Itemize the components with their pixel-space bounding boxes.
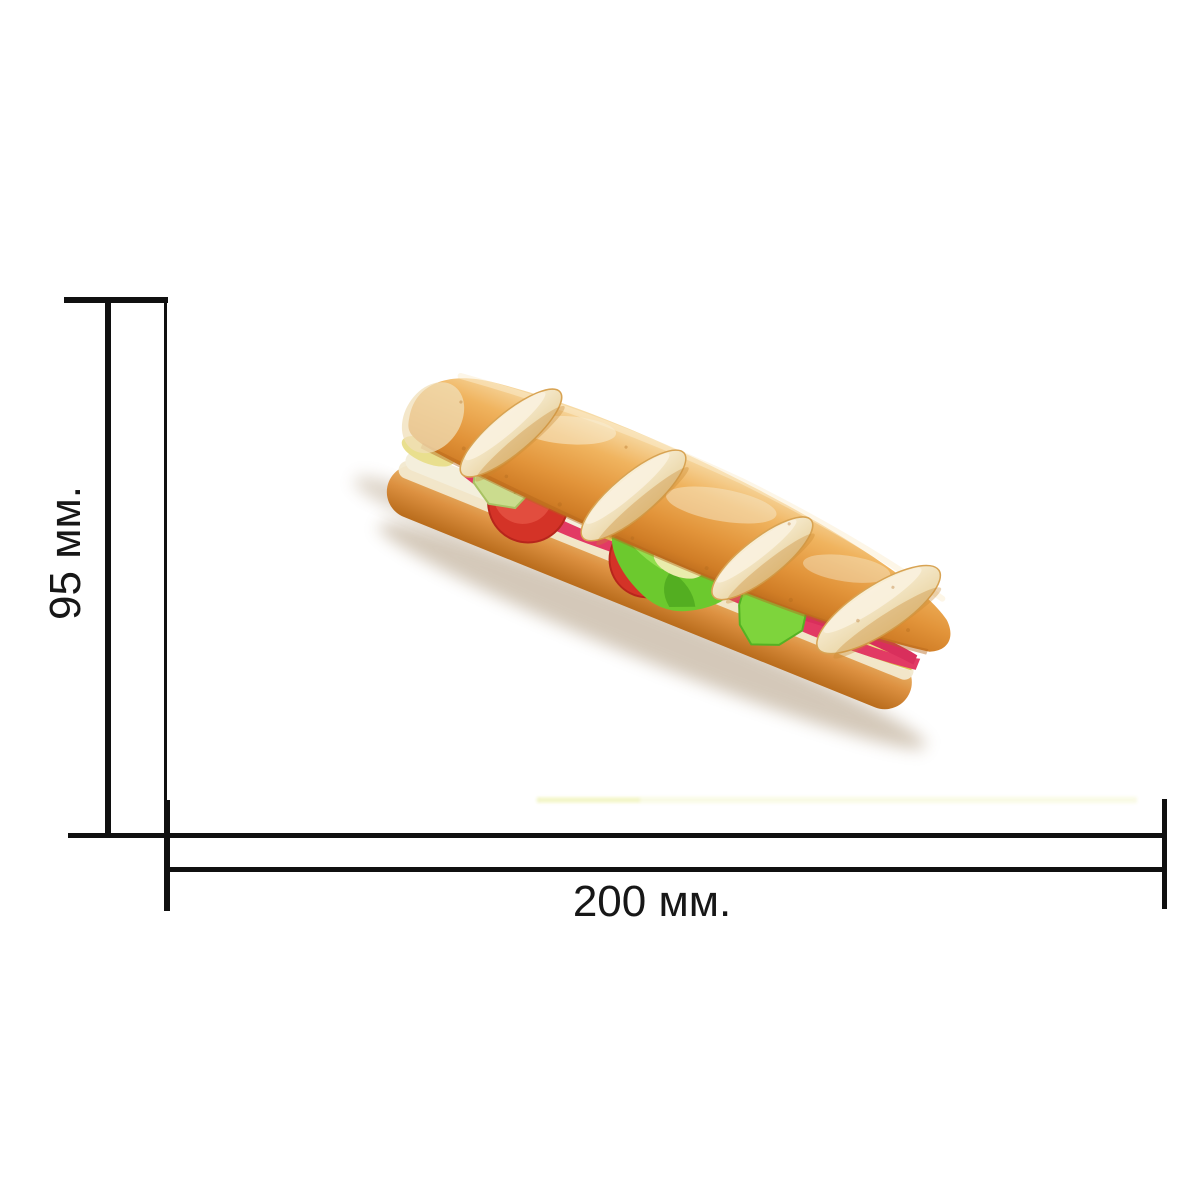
flour-patch <box>666 486 777 524</box>
height-dimension-label: 95 мм. <box>41 486 90 620</box>
crust-speckles <box>459 400 911 633</box>
photo-edge-streak-strong <box>537 798 640 802</box>
flour-patch <box>802 554 891 583</box>
sandwich-shadow <box>378 522 927 749</box>
scoring-cut <box>711 516 815 604</box>
width-dimension-line <box>164 867 1167 872</box>
scoring-cut <box>580 449 689 546</box>
baseline-extension-line <box>68 833 1167 838</box>
sandwich <box>353 372 951 749</box>
left-extension-line <box>164 303 167 800</box>
bread-end-crumb <box>401 382 465 454</box>
scoring-cut <box>816 564 942 659</box>
photo-edge-streak <box>537 797 1137 803</box>
width-dimension-left-cap <box>164 800 170 911</box>
height-dimension-line <box>105 297 111 838</box>
width-dimension-label: 200 мм. <box>572 877 732 926</box>
height-dimension-top-cap <box>64 297 168 303</box>
scoring-cut <box>459 388 565 482</box>
lettuce-fold <box>663 570 696 607</box>
width-dimension-right-cap <box>1162 799 1167 909</box>
top-bread <box>408 378 951 652</box>
